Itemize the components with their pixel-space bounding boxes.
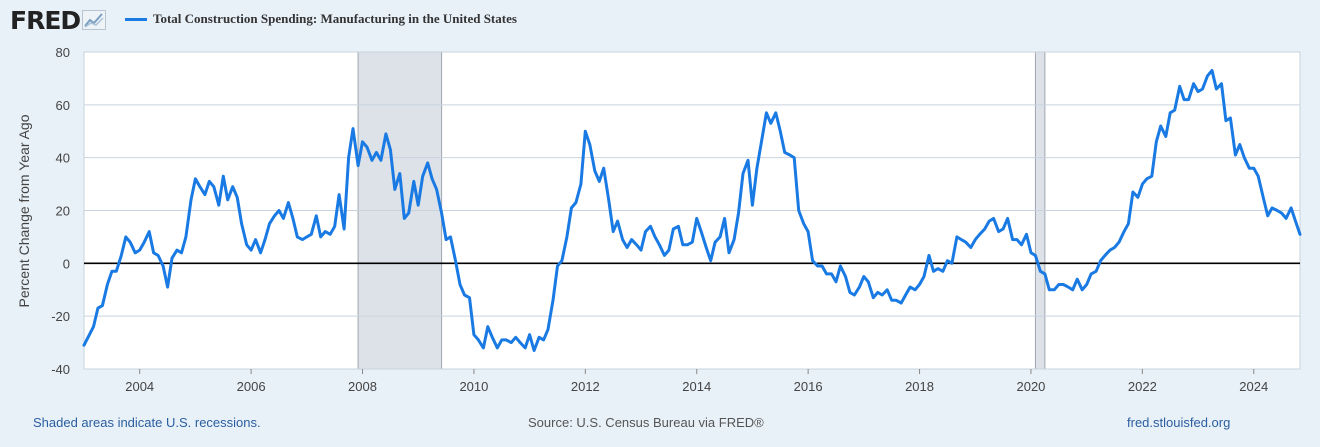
y-axis-label: Percent Change from Year Ago [16, 114, 32, 307]
y-tick-label: -40 [51, 362, 70, 377]
y-tick-label: 40 [56, 151, 70, 166]
chart-header: FRED Total Construction Spending: Manufa… [0, 0, 1320, 44]
series-lines [82, 69, 1302, 352]
x-tick-label: 2020 [1016, 379, 1045, 394]
legend-series-label: Total Construction Spending: Manufacturi… [153, 11, 517, 26]
x-tick-label: 2004 [125, 379, 154, 394]
series-line [82, 69, 1302, 352]
x-tick-label: 2008 [348, 379, 377, 394]
x-tick-label: 2024 [1239, 379, 1268, 394]
site-link[interactable]: fred.stlouisfed.org [1127, 415, 1231, 430]
y-tick-label: 20 [56, 204, 70, 219]
gridlines [84, 51, 1300, 370]
y-tick-label: 60 [56, 98, 70, 113]
chart-trend-icon [82, 10, 107, 30]
y-tick-label: -20 [51, 309, 70, 324]
chart-legend: Total Construction Spending: Manufacturi… [125, 11, 517, 27]
y-tick-label: 80 [56, 45, 70, 60]
legend-swatch [125, 17, 147, 21]
y-tick-label: 0 [63, 256, 70, 271]
fred-logo[interactable]: FRED [10, 5, 107, 35]
y-tick-labels: -40 -20 0 20 40 60 80 [51, 45, 70, 377]
x-tick-label: 2016 [794, 379, 823, 394]
x-tick-label: 2010 [459, 379, 488, 394]
x-tick-label: 2012 [571, 379, 600, 394]
x-tick-label: 2022 [1128, 379, 1157, 394]
x-tick-label: 2006 [237, 379, 266, 394]
recession-note: Shaded areas indicate U.S. recessions. [33, 415, 261, 430]
x-tick-label: 2014 [682, 379, 711, 394]
source-note: Source: U.S. Census Bureau via FRED® [528, 415, 764, 430]
x-tick-labels: 2004 2006 2008 2010 2012 2014 2016 2018 2020 2022… [125, 369, 1268, 394]
fred-logo-text: FRED [10, 5, 81, 35]
x-tick-label: 2018 [905, 379, 934, 394]
